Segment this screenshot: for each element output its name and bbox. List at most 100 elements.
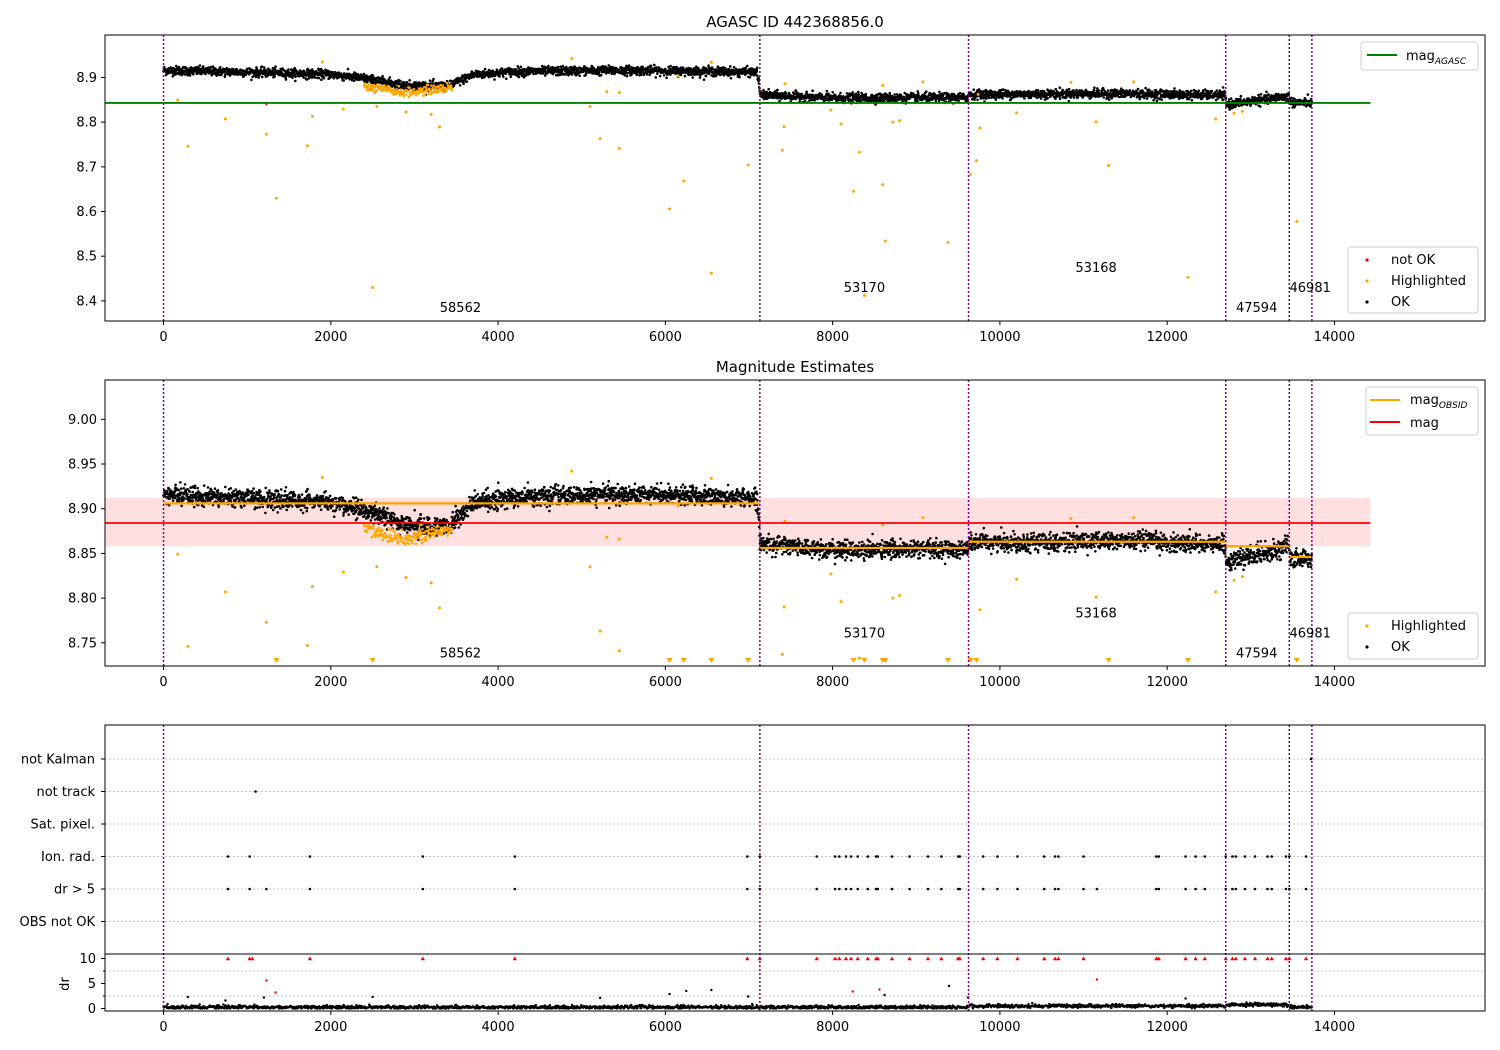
panel1-ok-point <box>811 89 814 92</box>
panel1-ok-point <box>324 68 327 72</box>
panel1-ok-point <box>505 77 508 80</box>
panel1-ok-point <box>175 64 178 68</box>
panel1-highlighted-point <box>427 92 430 96</box>
panel1-ok-point <box>664 67 667 71</box>
panel1-ok-point <box>388 76 392 79</box>
panel1-highlighted-outlier <box>946 240 950 244</box>
panel1-highlighted-outlier <box>783 82 787 86</box>
panel1-ok-point <box>432 77 435 81</box>
panel1-ok-point <box>973 98 976 102</box>
panel1-ok-point <box>346 67 350 71</box>
panel1-ok-point <box>1106 96 1109 99</box>
panel1-ok-point <box>825 89 829 93</box>
panel1-highlighted-point <box>374 85 377 89</box>
panel1-ok-point <box>302 76 305 79</box>
panel1-ok-point <box>408 79 412 82</box>
panel1-ok-point <box>248 67 251 70</box>
panel1-ok-point <box>625 74 629 78</box>
panel1-highlighted-outlier <box>1069 80 1073 84</box>
panel1-ok-point <box>702 78 706 81</box>
panel1-ok-point <box>1144 86 1147 90</box>
panel1-ok-point <box>470 70 474 73</box>
panel1-highlighted-point <box>397 85 401 88</box>
panel1-ok-point <box>287 68 290 71</box>
panel1-ok-point <box>745 64 749 68</box>
panel-agasc-magnitude: AGASC ID 442368856.0 5856253170531684759… <box>76 13 1486 345</box>
panel1-ytick-label: 8.4 <box>76 294 97 309</box>
panel1-ok-point <box>972 88 975 91</box>
panel1-ok-point <box>1173 87 1176 90</box>
panel1-highlighted-outlier <box>709 60 713 64</box>
panel1-ok-point <box>1265 90 1268 94</box>
panel1-ok-point <box>310 76 314 80</box>
panel1-highlighted-outlier <box>264 132 268 136</box>
panel1-highlighted-outlier <box>782 125 786 129</box>
panel1-ok-point <box>183 73 186 76</box>
panel1-ok-point <box>337 71 341 74</box>
panel1-ok-point <box>1239 97 1242 101</box>
panel1-ok-point <box>317 76 321 80</box>
panel1-ok-point <box>262 66 266 69</box>
panel1-highlighted-point <box>402 95 406 98</box>
panel1-ok-point <box>251 75 254 79</box>
panel1-ok-point <box>630 73 633 76</box>
panel1-highlighted-outlier <box>969 172 973 176</box>
panel1-ok-point <box>1117 95 1121 99</box>
panel1-ok-point <box>635 73 639 76</box>
panel1-ok-point <box>208 67 212 71</box>
panel1-ok-point <box>1229 97 1233 100</box>
panel1-highlighted-point <box>431 86 435 90</box>
panel1-ok-point <box>1065 88 1069 92</box>
panel1-ok-point <box>291 76 294 79</box>
panel2-ok-point <box>193 484 197 488</box>
panel1-ok-point <box>1138 97 1142 101</box>
panel1-xtick-label-6000: 6000 <box>649 330 682 345</box>
panel1-highlighted-point <box>445 81 449 85</box>
panel1-ok-point <box>776 88 779 92</box>
panel1-highlighted-outlier <box>898 119 902 123</box>
panel1-ok-point <box>192 73 195 76</box>
panel1-ok-point <box>778 99 781 103</box>
panel1-ok-point <box>1259 93 1263 96</box>
panel1-ok-point <box>857 90 860 94</box>
panel1-ok-point <box>851 91 855 94</box>
panel1-ok-point <box>839 91 842 95</box>
panel1-ok-point <box>342 79 346 82</box>
panel1-highlighted-outlier <box>829 108 833 112</box>
panel1-highlighted-outlier <box>1214 117 1218 121</box>
panel1-highlighted-point <box>375 89 379 93</box>
panel1-ok-point <box>683 74 687 78</box>
panel1-ok-point <box>1155 99 1159 103</box>
legend-label-not-ok: not OK <box>1391 253 1436 268</box>
panel1-highlighted-point <box>412 88 416 91</box>
panel1-ok-point <box>578 74 582 78</box>
panel1-title: AGASC ID 442368856.0 <box>706 13 884 31</box>
panel1-ok-point <box>517 67 520 70</box>
panel1-ok-point <box>399 79 402 83</box>
panel1-highlighted-point <box>428 87 431 91</box>
panel1-ok-point <box>1287 92 1290 96</box>
panel1-ok-point <box>532 72 535 76</box>
panel1-ok-point <box>1158 91 1162 95</box>
panel1-ok-point <box>570 73 574 76</box>
panel1-highlighted-outlier <box>746 163 750 167</box>
panel1-highlighted-outlier <box>186 144 190 148</box>
panel1-ok-point <box>1097 89 1101 92</box>
panel1-highlighted-outlier <box>891 120 895 124</box>
panel1-highlighted-outlier <box>839 122 843 126</box>
panel1-ok-point <box>925 90 928 93</box>
panel2-ok-point <box>183 496 186 500</box>
panel1-highlighted-outlier <box>341 107 345 111</box>
panel1-highlighted-outlier <box>1240 109 1244 113</box>
panel1-highlighted-outlier <box>598 137 602 141</box>
panel1-ok-point <box>366 80 369 84</box>
panel1-highlighted-outlier <box>305 144 309 148</box>
panel1-ok-point <box>493 78 496 81</box>
panel1-ok-point <box>958 91 962 95</box>
panel2-ok-point <box>168 487 171 491</box>
panel1-obsid-label: 46981 <box>1290 281 1331 296</box>
panel1-ok-point <box>1092 88 1096 92</box>
panel2-ok-point <box>168 497 171 501</box>
panel2-ok-point <box>166 489 169 493</box>
